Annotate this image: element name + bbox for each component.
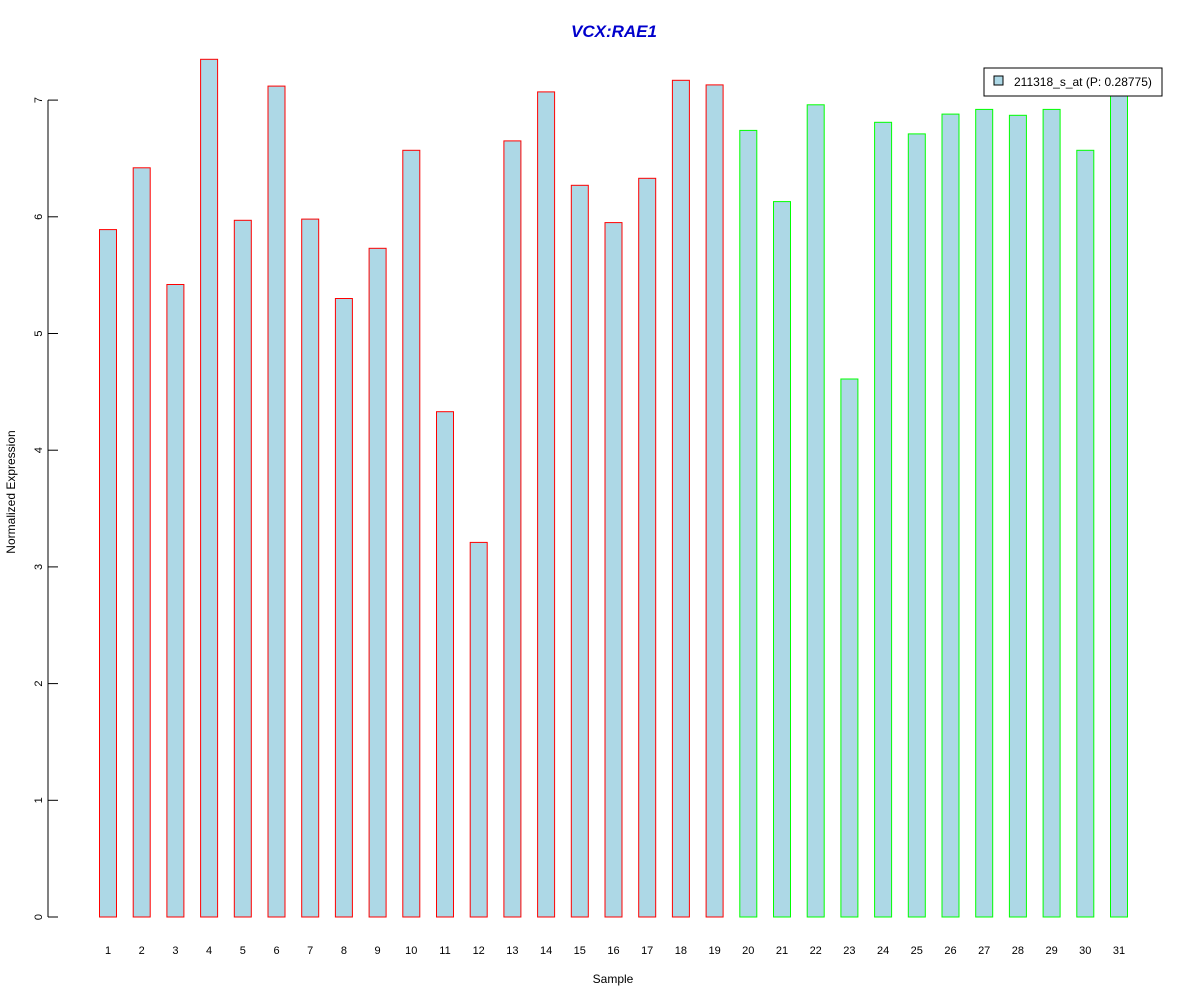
bar-sample-3 [166, 284, 185, 918]
x-tick-labels: 1 2 3 4 5 6 7 8 9 10 11 12 13 14 15 16 17 18 19 20 21 22 23 24 2… [105, 945, 1125, 957]
x-tick-label: 26 [944, 945, 956, 957]
x-tick-label: 3 [172, 945, 178, 957]
bar-sample-18 [671, 79, 690, 918]
bar-sample-2 [132, 167, 151, 918]
x-tick-label: 1 [105, 945, 111, 957]
x-tick-label: 19 [708, 945, 720, 957]
bar-sample-8 [334, 298, 353, 918]
bar-sample-31 [1110, 92, 1128, 918]
bar-sample-25 [907, 133, 926, 918]
bar-sample-21 [773, 201, 791, 918]
y-tick-label: 6 [33, 214, 45, 220]
y-axis-label: Normalized Expression [4, 430, 18, 553]
bar-sample-1 [99, 229, 117, 918]
bar-sample-13 [503, 140, 522, 918]
y-tick-label: 1 [33, 797, 45, 803]
chart-title: VCX:RAE1 [571, 22, 657, 41]
y-tick-label: 3 [33, 564, 45, 570]
x-tick-label: 10 [405, 945, 417, 957]
x-tick-label: 18 [675, 945, 687, 957]
bar-sample-9 [368, 247, 387, 918]
x-tick-label: 2 [139, 945, 145, 957]
bar-sample-19 [705, 84, 724, 918]
legend: 211318_s_at (P: 0.28775) [983, 67, 1163, 97]
bar-sample-20 [739, 129, 758, 918]
x-tick-label: 17 [641, 945, 653, 957]
x-tick-label: 21 [776, 945, 788, 957]
x-tick-label: 20 [742, 945, 754, 957]
bar-sample-22 [806, 104, 825, 918]
x-tick-label: 28 [1012, 945, 1024, 957]
x-tick-label: 9 [375, 945, 381, 957]
bar-sample-29 [1042, 108, 1061, 918]
bar-sample-28 [1008, 114, 1027, 918]
bar-sample-5 [233, 219, 252, 918]
x-tick-label: 31 [1113, 945, 1125, 957]
x-tick-label: 7 [307, 945, 313, 957]
x-tick-label: 29 [1045, 945, 1057, 957]
bar-sample-24 [874, 121, 893, 918]
bar-sample-12 [469, 541, 488, 918]
bar-sample-16 [604, 222, 623, 918]
y-tick-label: 4 [33, 447, 45, 453]
x-tick-label: 8 [341, 945, 347, 957]
y-tick-label: 5 [33, 330, 45, 336]
bar-sample-27 [975, 108, 994, 918]
y-tick-label: 2 [33, 681, 45, 687]
x-tick-label: 14 [540, 945, 552, 957]
x-tick-label: 22 [810, 945, 822, 957]
x-tick-label: 5 [240, 945, 246, 957]
bar-sample-7 [301, 218, 320, 918]
x-tick-label: 12 [473, 945, 485, 957]
x-tick-label: 16 [607, 945, 619, 957]
bar-sample-15 [570, 184, 589, 918]
bar-sample-26 [941, 113, 960, 918]
bars-group [99, 58, 1128, 918]
bar-sample-10 [402, 149, 421, 918]
y-tick-label: 7 [33, 97, 45, 103]
bar-sample-23 [840, 378, 859, 918]
x-tick-label: 23 [843, 945, 855, 957]
y-tick-label: 0 [33, 914, 45, 920]
bar-sample-4 [200, 58, 219, 918]
x-tick-label: 11 [439, 945, 450, 957]
x-tick-label: 27 [978, 945, 990, 957]
bar-sample-6 [267, 85, 286, 918]
x-tick-label: 25 [911, 945, 923, 957]
bar-sample-17 [638, 177, 657, 918]
x-tick-label: 13 [506, 945, 518, 957]
legend-swatch [993, 75, 1004, 86]
legend-box [983, 67, 1163, 97]
x-axis-label: Sample [593, 972, 634, 986]
x-tick-label: 24 [877, 945, 889, 957]
x-tick-label: 15 [574, 945, 586, 957]
y-axis: 0 1 2 3 4 5 6 7 [33, 97, 58, 920]
bar-sample-11 [436, 411, 454, 918]
bar-sample-30 [1076, 149, 1095, 918]
legend-label: 211318_s_at (P: 0.28775) [1014, 75, 1152, 89]
x-tick-label: 6 [273, 945, 279, 957]
x-tick-label: 30 [1079, 945, 1091, 957]
bar-sample-14 [537, 91, 556, 918]
x-tick-label: 4 [206, 945, 212, 957]
